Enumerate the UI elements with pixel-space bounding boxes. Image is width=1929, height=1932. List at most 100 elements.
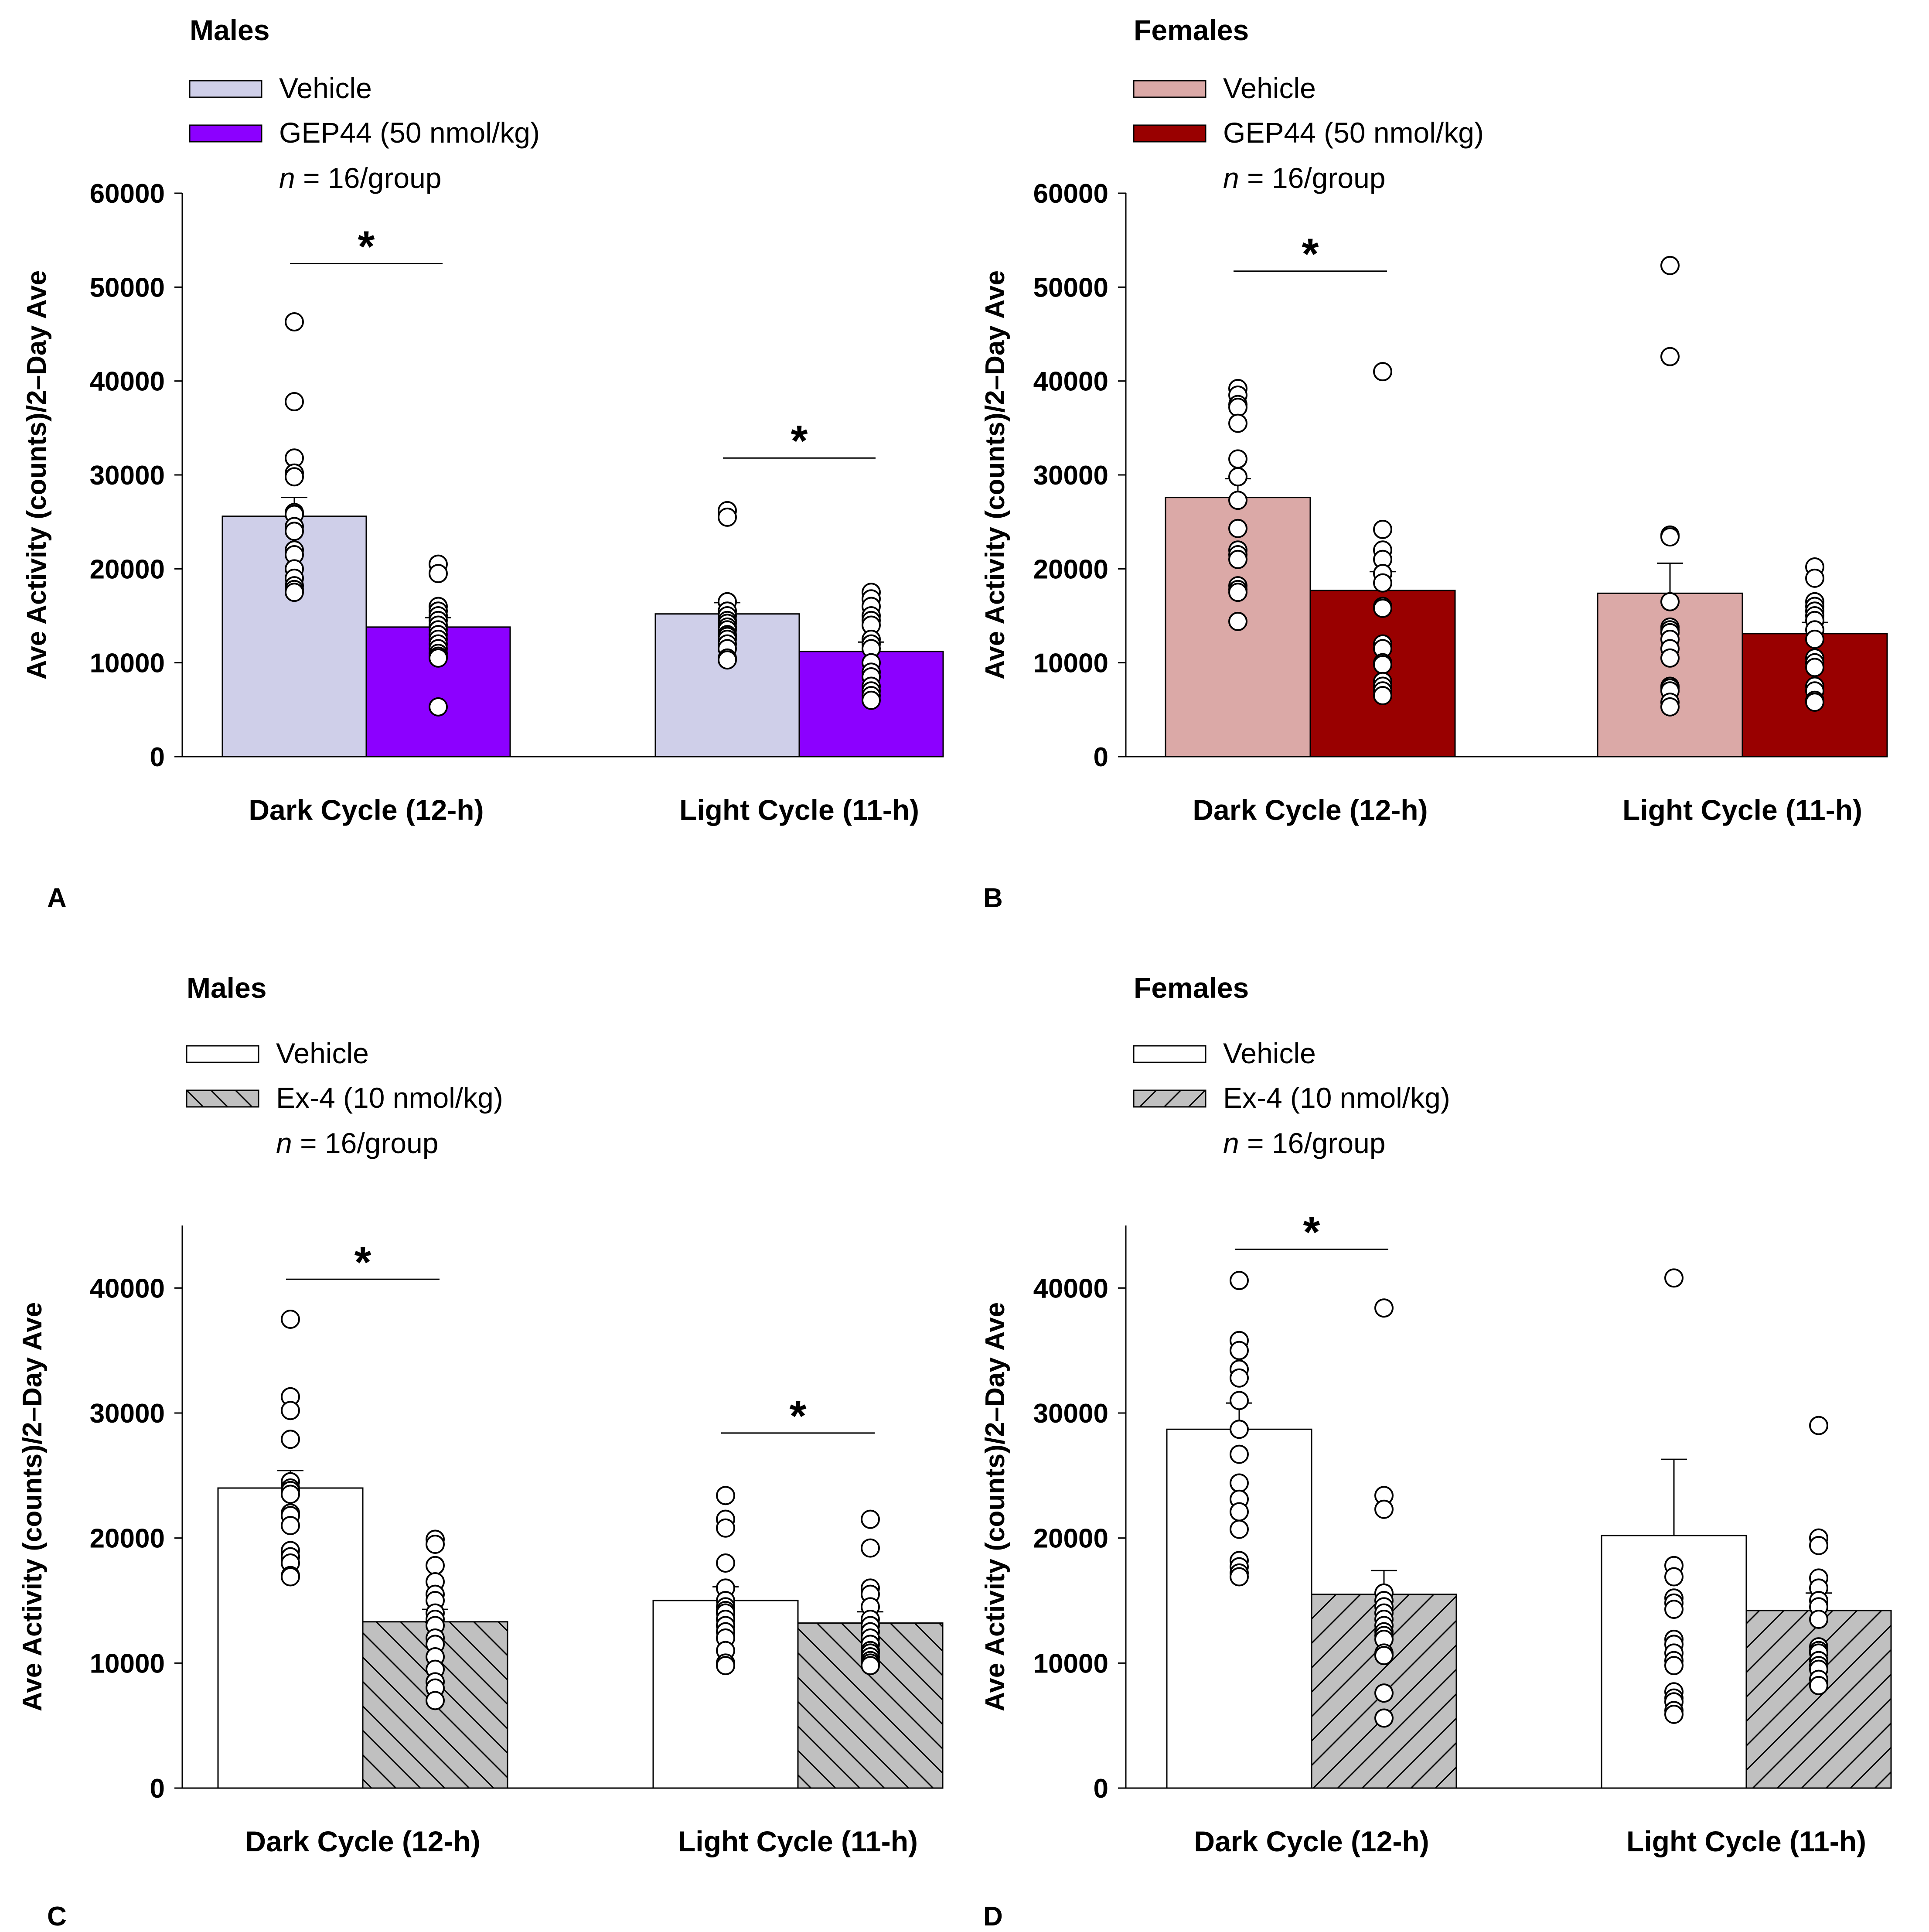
data-point	[1228, 413, 1247, 433]
data-point	[716, 1486, 735, 1505]
legend-label: Vehicle	[279, 72, 372, 104]
data-point	[1228, 519, 1247, 538]
legend-n-label: n = 16/group	[276, 1127, 439, 1159]
data-point	[426, 1691, 445, 1710]
panel-c: Males Vehicle Ex-4 (10 nmol/kg) n = 16/grou…	[17, 972, 944, 1932]
significance-star: *	[358, 222, 375, 271]
y-tick-label: 40000	[90, 1273, 165, 1304]
data-point	[861, 1538, 880, 1558]
data-point	[1374, 1298, 1394, 1318]
y-tick-label: 20000	[90, 1524, 165, 1554]
data-point	[1373, 362, 1392, 382]
data-point	[281, 1485, 300, 1504]
legend-label: GEP44 (50 nmol/kg)	[1223, 116, 1484, 149]
data-point	[1230, 1444, 1249, 1464]
data-point	[1809, 1536, 1828, 1555]
data-point	[1230, 1368, 1249, 1388]
category-label: Light Cycle (11-h)	[1626, 1825, 1866, 1857]
legend-n-italic: n	[1223, 162, 1239, 194]
data-point	[1230, 1420, 1249, 1439]
significance-star: *	[354, 1238, 371, 1287]
data-point	[1660, 592, 1680, 611]
data-point	[281, 1430, 300, 1449]
legend-swatch	[1133, 1045, 1206, 1063]
data-point	[285, 467, 304, 487]
data-point	[718, 650, 737, 670]
y-tick-label: 50000	[1033, 273, 1108, 303]
data-point	[1664, 1268, 1684, 1288]
legend-label: Ex-4 (10 nmol/kg)	[276, 1082, 503, 1114]
legend-n-label: n = 16/group	[1223, 162, 1386, 194]
y-tick-label: 0	[1094, 1774, 1108, 1804]
panel-a: Males Vehicle GEP44 (50 nmol/kg) n = 16/gro…	[22, 14, 944, 913]
data-point	[1374, 1708, 1394, 1728]
data-point	[1809, 1416, 1828, 1435]
data-point	[285, 583, 304, 602]
panel-letter: C	[47, 1901, 67, 1932]
panel-letter: B	[983, 883, 1003, 913]
significance-star: *	[790, 1392, 807, 1440]
data-point	[1373, 655, 1392, 674]
data-point	[1660, 697, 1680, 717]
data-point	[285, 312, 304, 332]
panel-title: Males	[190, 14, 269, 46]
y-axis-title: Ave Activity (counts)/2–Day Ave	[22, 270, 52, 679]
y-tick-label: 30000	[90, 1399, 165, 1429]
y-tick-label: 20000	[90, 554, 165, 584]
data-point	[716, 1656, 735, 1676]
y-tick-label: 40000	[90, 367, 165, 397]
data-point	[1373, 519, 1392, 539]
y-tick-label: 40000	[1033, 1273, 1108, 1304]
data-point	[429, 564, 448, 584]
legend-label: Vehicle	[1223, 1037, 1316, 1069]
data-point	[716, 1518, 735, 1538]
data-point	[1805, 693, 1824, 712]
y-tick-label: 10000	[1033, 1649, 1108, 1679]
category-label: Light Cycle (11-h)	[1622, 794, 1862, 826]
y-tick-label: 10000	[90, 1649, 165, 1679]
y-tick-label: 30000	[1033, 1399, 1108, 1429]
category-label: Light Cycle (11-h)	[678, 1825, 918, 1857]
legend-swatch	[186, 1045, 259, 1063]
legend-swatch	[1133, 124, 1206, 143]
data-point	[1228, 467, 1247, 487]
data-point	[429, 697, 448, 717]
data-point	[1660, 648, 1680, 668]
data-point	[1230, 1519, 1249, 1539]
y-tick-label: 0	[150, 1774, 165, 1804]
data-point	[1664, 1600, 1684, 1619]
legend-swatch	[1133, 80, 1206, 98]
y-tick-label: 10000	[1033, 649, 1108, 679]
data-point	[281, 1401, 300, 1420]
data-point	[1228, 449, 1247, 469]
data-point	[1230, 1502, 1249, 1522]
panel-title: Males	[187, 972, 266, 1004]
category-label: Light Cycle (11-h)	[679, 794, 919, 826]
significance-star: *	[1303, 1208, 1320, 1256]
legend-n-label: n = 16/group	[1223, 1127, 1386, 1159]
data-point	[1809, 1610, 1828, 1629]
y-tick-label: 60000	[1033, 179, 1108, 209]
panel-letter: A	[47, 883, 67, 913]
legend-swatch	[189, 80, 262, 98]
data-point	[1373, 573, 1392, 593]
data-point	[1805, 658, 1824, 677]
data-point	[1228, 583, 1247, 602]
significance-star: *	[791, 416, 808, 465]
y-axis-title: Ave Activity (counts)/2–Day Ave	[980, 270, 1010, 679]
legend-n-rest: = 16/group	[292, 1127, 439, 1159]
data-point	[426, 1535, 445, 1554]
legend-n-rest: = 16/group	[295, 162, 442, 194]
legend-swatch	[186, 1089, 259, 1108]
legend-n-italic: n	[1223, 1127, 1239, 1159]
y-tick-label: 30000	[90, 461, 165, 491]
data-point	[1664, 1704, 1684, 1724]
data-point	[861, 1509, 880, 1529]
data-point	[1374, 1499, 1394, 1519]
data-point	[1228, 397, 1247, 417]
data-point	[1228, 491, 1247, 510]
bar	[217, 1487, 364, 1789]
y-tick-label: 20000	[1033, 1524, 1108, 1554]
data-point	[1664, 1656, 1684, 1676]
